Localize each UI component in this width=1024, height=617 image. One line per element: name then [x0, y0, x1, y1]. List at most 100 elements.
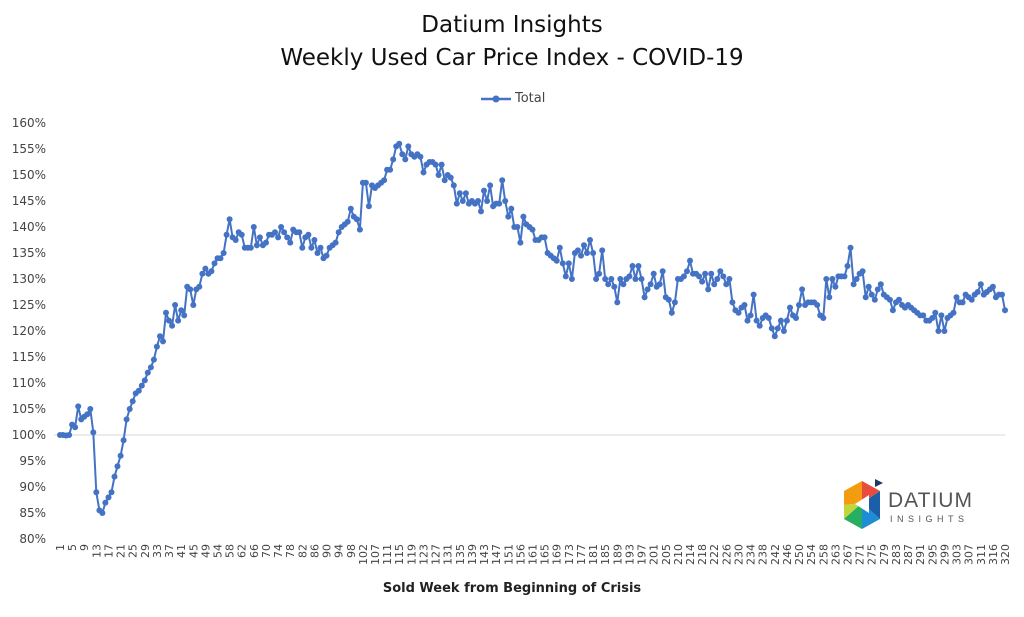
data-point — [644, 286, 651, 293]
data-point — [871, 296, 878, 303]
x-tick-label: 25 — [127, 544, 140, 558]
data-point — [499, 177, 506, 184]
data-point — [481, 187, 487, 194]
data-point — [638, 276, 645, 282]
data-point — [157, 333, 163, 340]
y-tick-label: 85% — [19, 506, 46, 520]
x-tick-label: 58 — [224, 544, 237, 558]
x-tick-label: 287 — [902, 544, 915, 565]
y-tick-label: 105% — [12, 402, 46, 416]
data-point — [487, 182, 494, 189]
data-point — [656, 281, 663, 288]
data-point — [505, 213, 512, 220]
x-tick-label: 37 — [163, 544, 176, 558]
data-point — [696, 273, 703, 280]
data-point — [977, 281, 984, 288]
data-point — [886, 296, 893, 303]
data-point — [999, 291, 1005, 298]
data-point — [356, 226, 363, 233]
data-point — [705, 286, 712, 293]
x-tick-label: 320 — [999, 544, 1012, 565]
data-point — [438, 161, 445, 168]
data-point — [753, 317, 760, 324]
data-point — [620, 281, 627, 288]
data-point — [989, 283, 996, 290]
data-point — [680, 273, 687, 280]
data-point — [514, 224, 521, 230]
data-point — [432, 161, 439, 168]
x-tick-label: 254 — [805, 544, 818, 565]
x-tick-label: 218 — [696, 544, 709, 565]
data-point — [774, 325, 781, 332]
data-point — [938, 312, 945, 319]
x-tick-label: 177 — [575, 544, 588, 565]
data-point — [108, 489, 115, 496]
logo-hexagon-icon: DATIUM INSIGHTS — [844, 479, 972, 529]
x-tick-label: 41 — [175, 544, 188, 558]
data-point — [202, 265, 209, 272]
data-point — [211, 260, 218, 267]
data-point — [453, 200, 460, 207]
data-point — [587, 237, 593, 243]
x-tick-label: 13 — [90, 544, 103, 558]
data-point — [714, 276, 721, 282]
data-point — [181, 312, 188, 319]
data-point — [626, 273, 633, 280]
x-tick-label: 316 — [987, 544, 1000, 565]
data-point — [950, 309, 957, 316]
data-point — [272, 229, 278, 236]
x-tick-label: 54 — [212, 544, 225, 558]
data-point — [459, 198, 466, 204]
data-point — [141, 377, 148, 384]
data-point — [387, 166, 394, 173]
data-point — [832, 283, 839, 290]
data-point — [135, 387, 142, 394]
data-point — [178, 307, 185, 314]
data-point — [123, 416, 130, 423]
x-tick-label: 119 — [405, 544, 418, 565]
data-point — [593, 276, 600, 282]
x-tick-label: 131 — [442, 544, 455, 565]
data-point — [99, 510, 106, 516]
data-point — [475, 198, 481, 204]
y-tick-label: 155% — [12, 142, 46, 156]
data-point — [889, 307, 896, 314]
data-point — [605, 281, 612, 288]
data-point — [574, 247, 581, 254]
data-point — [169, 322, 176, 329]
x-tick-label: 161 — [527, 544, 540, 565]
data-point — [584, 250, 590, 256]
data-point — [723, 281, 730, 288]
y-tick-label: 80% — [19, 532, 46, 546]
x-tick-label: 291 — [914, 544, 927, 565]
y-tick-label: 110% — [12, 376, 46, 390]
data-point — [278, 224, 285, 230]
data-point — [275, 234, 282, 241]
data-point — [635, 263, 642, 269]
data-point — [780, 328, 787, 334]
data-point — [223, 231, 230, 238]
data-point — [687, 257, 693, 264]
x-tick-label: 62 — [236, 544, 249, 558]
data-point — [208, 268, 215, 275]
x-axis-title: Sold Week from Beginning of Crisis — [382, 581, 642, 596]
data-point — [344, 218, 351, 225]
data-point — [617, 276, 624, 282]
data-point — [541, 234, 548, 241]
data-point — [138, 382, 145, 389]
data-point — [650, 270, 657, 277]
data-point — [765, 315, 772, 321]
x-tick-label: 94 — [333, 544, 346, 558]
data-point — [238, 231, 245, 238]
data-point — [814, 302, 821, 308]
data-point — [353, 216, 360, 223]
data-point — [308, 244, 315, 251]
data-point — [729, 299, 736, 306]
x-tick-label: 275 — [866, 544, 879, 565]
data-point — [166, 317, 172, 324]
data-point — [114, 463, 121, 470]
data-point — [456, 190, 463, 197]
chart-title: Datium Insights — [421, 12, 603, 38]
data-point — [868, 291, 875, 298]
